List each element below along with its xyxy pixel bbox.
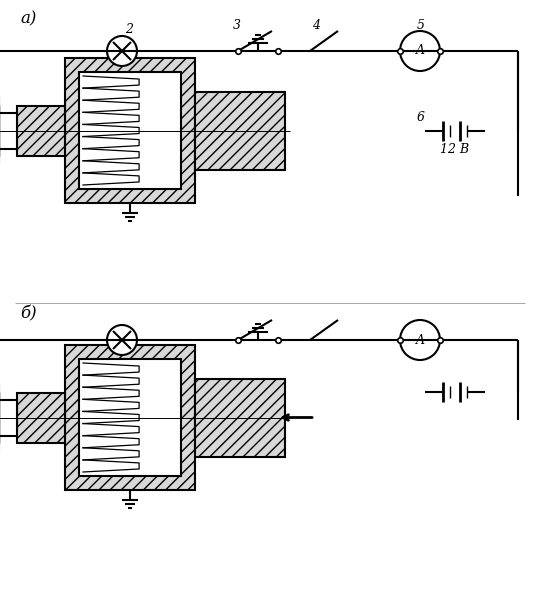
Text: 2: 2	[125, 23, 133, 36]
Polygon shape	[195, 379, 285, 457]
Text: 3: 3	[233, 19, 241, 32]
Polygon shape	[17, 106, 65, 156]
Polygon shape	[79, 359, 181, 476]
Polygon shape	[0, 113, 17, 149]
Circle shape	[107, 36, 137, 66]
Polygon shape	[195, 92, 285, 170]
Text: 12 В: 12 В	[440, 143, 469, 156]
Circle shape	[107, 325, 137, 355]
Polygon shape	[79, 72, 181, 189]
Text: 4: 4	[312, 19, 320, 32]
Text: 5: 5	[417, 19, 425, 32]
Circle shape	[400, 320, 440, 360]
Text: A: A	[415, 334, 424, 347]
Polygon shape	[0, 400, 17, 436]
Text: б): б)	[20, 305, 37, 322]
Text: A: A	[415, 44, 424, 58]
Polygon shape	[65, 58, 195, 203]
Circle shape	[400, 31, 440, 71]
Text: 6: 6	[417, 111, 425, 124]
Polygon shape	[65, 345, 195, 490]
Polygon shape	[17, 393, 65, 443]
Text: а): а)	[20, 10, 36, 27]
